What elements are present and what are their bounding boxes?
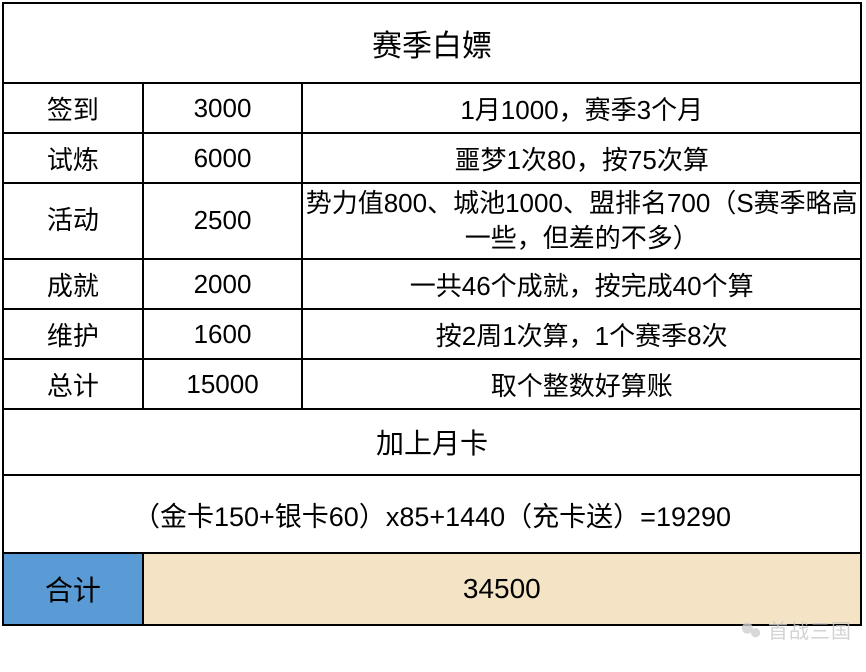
row-value: 3000: [143, 83, 303, 133]
table-row: 签到 3000 1月1000，赛季3个月: [3, 83, 861, 133]
row-label: 总计: [3, 359, 143, 409]
table-title: 赛季白嫖: [3, 3, 861, 83]
row-value: 15000: [143, 359, 303, 409]
row-label: 签到: [3, 83, 143, 133]
row-desc: 按2周1次算，1个赛季8次: [302, 309, 861, 359]
row-label: 试炼: [3, 133, 143, 183]
table-row: 试炼 6000 噩梦1次80，按75次算: [3, 133, 861, 183]
row-label: 维护: [3, 309, 143, 359]
row-desc: 1月1000，赛季3个月: [302, 83, 861, 133]
table-row: 总计 15000 取个整数好算账: [3, 359, 861, 409]
row-desc: 一共46个成就，按完成40个算: [302, 259, 861, 309]
row-value: 6000: [143, 133, 303, 183]
row-value: 2500: [143, 183, 303, 259]
total-label: 合计: [3, 553, 143, 625]
formula-cell: （金卡150+银卡60）x85+1440（充卡送）=19290: [3, 475, 861, 553]
watermark-text: 首战三国: [768, 615, 852, 644]
row-desc: 势力值800、城池1000、盟排名700（S赛季略高一些，但差的不多）: [302, 183, 861, 259]
season-table: 赛季白嫖 签到 3000 1月1000，赛季3个月 试炼 6000 噩梦1次80…: [2, 2, 862, 626]
row-value: 2000: [143, 259, 303, 309]
total-row: 合计 34500: [3, 553, 861, 625]
watermark: 首战三国: [740, 615, 852, 644]
row-value: 1600: [143, 309, 303, 359]
row-desc: 取个整数好算账: [302, 359, 861, 409]
row-label: 成就: [3, 259, 143, 309]
formula-row: （金卡150+银卡60）x85+1440（充卡送）=19290: [3, 475, 861, 553]
table-row: 成就 2000 一共46个成就，按完成40个算: [3, 259, 861, 309]
row-desc: 噩梦1次80，按75次算: [302, 133, 861, 183]
table-row: 活动 2500 势力值800、城池1000、盟排名700（S赛季略高一些，但差的…: [3, 183, 861, 259]
wechat-icon: [740, 619, 762, 641]
section-header: 加上月卡: [3, 409, 861, 475]
title-row: 赛季白嫖: [3, 3, 861, 83]
table-row: 维护 1600 按2周1次算，1个赛季8次: [3, 309, 861, 359]
section-header-row: 加上月卡: [3, 409, 861, 475]
row-label: 活动: [3, 183, 143, 259]
